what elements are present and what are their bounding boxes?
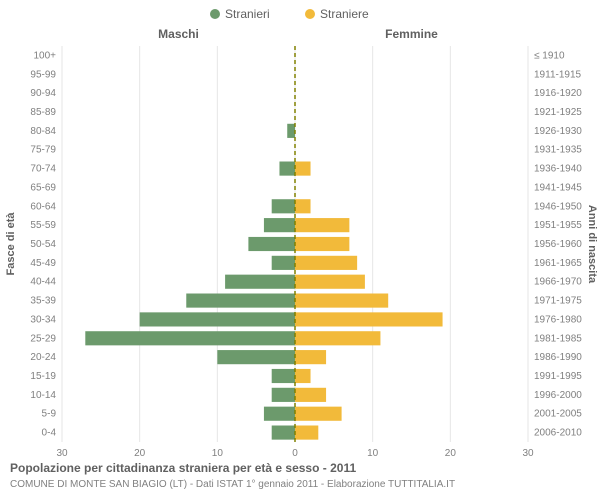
birth-year-label: ≤ 1910 [534,50,565,61]
birth-year-label: 1966-1970 [534,277,582,288]
age-group-label: 15-19 [30,371,56,382]
birth-year-label: 1971-1975 [534,296,582,307]
age-group-label: 60-64 [30,201,56,212]
age-group-label: 70-74 [30,164,56,175]
birth-year-label: 1931-1935 [534,145,582,156]
birth-year-label: 1916-1920 [534,88,582,99]
bar-female [295,199,311,213]
bar-female [295,369,311,383]
x-tick-left: 0 [292,448,298,459]
age-group-label: 25-29 [30,333,56,344]
birth-year-label: 1956-1960 [534,239,582,250]
bar-male [186,294,295,308]
bar-male [217,350,295,364]
pyramid-chart: Stranieri Straniere Maschi Femmine Fasce di … [0,0,600,500]
bar-female [295,407,342,421]
x-tick-left: 10 [212,448,224,459]
x-tick-right: 20 [445,448,457,459]
chart-subtitle: COMUNE DI MONTE SAN BIAGIO (LT) - Dati I… [10,479,455,490]
legend-label: Stranieri [225,7,270,21]
x-tick-right: 30 [522,448,534,459]
age-group-label: 50-54 [30,239,56,250]
bar-female [295,237,349,251]
legend-dot [210,9,220,19]
age-group-label: 80-84 [30,126,56,137]
bar-male [272,199,295,213]
bar-male [272,369,295,383]
legend-dot [305,9,315,19]
birth-year-label: 1946-1950 [534,201,582,212]
birth-year-label: 1986-1990 [534,352,582,363]
age-group-label: 85-89 [30,107,56,118]
bar-female [295,388,326,402]
age-group-label: 20-24 [30,352,56,363]
birth-year-label: 1941-1945 [534,182,582,193]
bar-male [140,312,295,326]
age-group-label: 40-44 [30,277,56,288]
bar-male [279,162,295,176]
bar-female [295,350,326,364]
bar-female [295,312,443,326]
bar-male [272,256,295,270]
bar-male [287,124,295,138]
x-tick-left: 30 [56,448,68,459]
age-group-label: 5-9 [42,409,57,420]
birth-year-label: 1951-1955 [534,220,582,231]
bar-male [272,388,295,402]
birth-year-label: 1981-1985 [534,333,582,344]
x-tick-right: 10 [367,448,379,459]
birth-year-label: 2001-2005 [534,409,582,420]
birth-year-label: 1921-1925 [534,107,582,118]
age-group-label: 55-59 [30,220,56,231]
bar-female [295,218,349,232]
bar-male [248,237,295,251]
age-group-label: 45-49 [30,258,56,269]
age-group-label: 100+ [33,50,56,61]
bar-male [264,407,295,421]
birth-year-label: 1911-1915 [534,69,582,80]
bar-female [295,256,357,270]
age-group-label: 30-34 [30,314,56,325]
bar-male [272,426,295,440]
bar-female [295,426,318,440]
birth-year-label: 1926-1930 [534,126,582,137]
age-group-label: 0-4 [42,428,57,439]
age-group-label: 35-39 [30,296,56,307]
bar-female [295,275,365,289]
age-group-label: 75-79 [30,145,56,156]
bar-female [295,331,380,345]
birth-year-label: 1996-2000 [534,390,582,401]
age-group-label: 95-99 [30,69,56,80]
age-group-label: 10-14 [30,390,56,401]
birth-year-label: 1961-1965 [534,258,582,269]
bar-male [85,331,295,345]
bar-female [295,162,311,176]
bar-male [264,218,295,232]
bar-female [295,294,388,308]
col-header-right: Femmine [385,27,438,41]
birth-year-label: 1991-1995 [534,371,582,382]
age-group-label: 65-69 [30,182,56,193]
y-axis-right-title: Anni di nascita [586,205,598,284]
col-header-left: Maschi [158,27,199,41]
chart-title: Popolazione per cittadinanza straniera p… [10,461,356,475]
x-tick-left: 20 [134,448,146,459]
chart-container: Stranieri Straniere Maschi Femmine Fasce di … [0,0,600,500]
y-axis-left-title: Fasce di età [5,212,17,276]
bar-male [225,275,295,289]
birth-year-label: 1936-1940 [534,164,582,175]
birth-year-label: 2006-2010 [534,428,582,439]
age-group-label: 90-94 [30,88,56,99]
legend-label: Straniere [320,7,369,21]
birth-year-label: 1976-1980 [534,314,582,325]
